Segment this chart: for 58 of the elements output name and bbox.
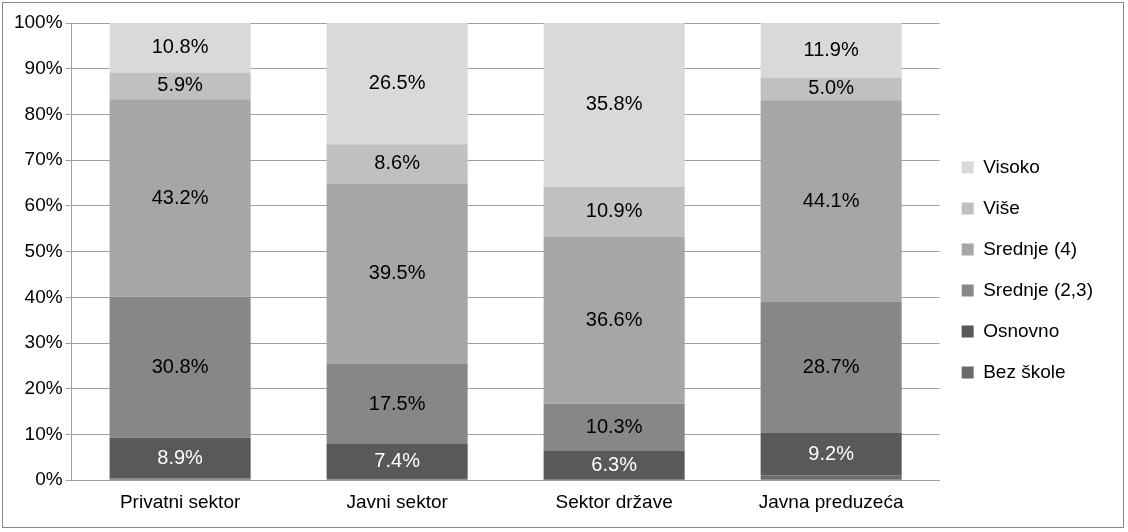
legend-label: Visoko xyxy=(983,155,1040,177)
y-tick-label: 20% xyxy=(24,376,63,398)
data-label: 30.8% xyxy=(151,354,209,377)
data-label: 9.2% xyxy=(808,441,855,464)
data-label: 11.9% xyxy=(803,37,859,60)
data-label: 35.8% xyxy=(585,92,643,115)
y-tick-label: 80% xyxy=(24,102,63,124)
data-label: 28.7% xyxy=(802,355,860,378)
y-tick-label: 60% xyxy=(24,194,63,216)
legend-label: Bez škole xyxy=(983,360,1066,382)
y-tick-label: 100% xyxy=(13,11,63,33)
data-label: 44.1% xyxy=(802,188,860,211)
data-label: 39.5% xyxy=(368,261,426,284)
data-label: 10.3% xyxy=(585,414,643,437)
bar xyxy=(543,403,685,451)
y-tick-label: 40% xyxy=(24,285,63,307)
data-label: 8.9% xyxy=(157,445,204,468)
data-label: 10.8% xyxy=(151,35,209,58)
legend-label: Osnovno xyxy=(983,319,1060,341)
y-tick-label: 10% xyxy=(24,422,63,444)
legend-label: Srednje (2,3) xyxy=(983,278,1094,300)
x-tick-label: Privatni sektor xyxy=(119,490,241,512)
bar xyxy=(760,77,902,101)
bar xyxy=(326,364,468,445)
data-label: 7.4% xyxy=(374,448,421,471)
data-label: 6.3% xyxy=(591,452,638,475)
bar xyxy=(543,186,685,237)
bar xyxy=(326,444,468,478)
bar xyxy=(109,437,251,479)
bar xyxy=(760,23,902,78)
data-label: 10.9% xyxy=(585,199,643,222)
bar xyxy=(109,23,251,73)
bar xyxy=(326,23,468,145)
y-tick-label: 50% xyxy=(24,239,63,261)
y-tick-label: 0% xyxy=(35,468,63,490)
bar xyxy=(760,433,902,476)
bar xyxy=(760,301,902,434)
data-label: 8.6% xyxy=(374,151,421,174)
x-tick-label: Javni sektor xyxy=(346,490,449,512)
data-label: 5.9% xyxy=(157,73,204,96)
legend-label: Više xyxy=(983,196,1020,218)
y-tick-label: 30% xyxy=(24,331,63,353)
bar xyxy=(543,450,685,480)
x-tick-label: Javna preduzeća xyxy=(758,490,904,512)
bar xyxy=(109,296,251,438)
bar xyxy=(543,23,685,187)
bar xyxy=(109,72,251,100)
y-tick-label: 70% xyxy=(24,148,63,170)
bar xyxy=(760,475,902,480)
y-tick-label: 90% xyxy=(24,56,63,78)
x-tick-label: Sektor države xyxy=(555,490,673,512)
legend-label: Srednje (4) xyxy=(983,237,1078,259)
data-label: 43.2% xyxy=(151,185,209,208)
data-label: 5.0% xyxy=(808,76,855,99)
data-label: 36.6% xyxy=(585,307,643,330)
data-label: 17.5% xyxy=(368,391,426,414)
bar xyxy=(326,144,468,184)
data-label: 26.5% xyxy=(368,71,426,94)
